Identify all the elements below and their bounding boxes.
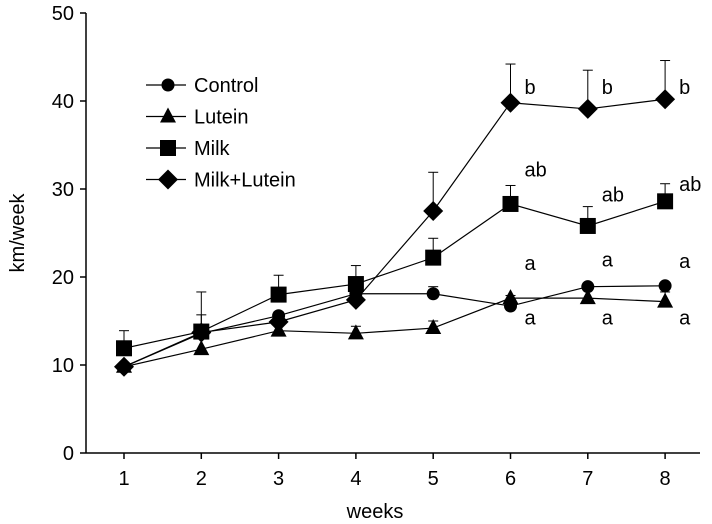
point-milk-1	[116, 340, 132, 357]
legend-marker-lutein	[160, 107, 176, 123]
y-tick-label-10: 10	[52, 355, 74, 377]
x-tick-label-7: 7	[582, 468, 593, 490]
point-milk-lutein-2	[191, 322, 212, 343]
point-milk-lutein-7	[577, 98, 598, 119]
annotation-10: a	[602, 308, 614, 330]
annotations-layer: b b b ab ab ab a a a a a a	[525, 77, 702, 330]
annotation-0: b	[525, 77, 536, 99]
annotation-5: ab	[679, 174, 701, 196]
legend-item-lutein: Lutein	[146, 107, 249, 129]
legend: Control Lutein Milk Milk+Lutein	[146, 75, 296, 192]
annotation-1: b	[602, 77, 613, 99]
annotation-4: ab	[602, 184, 624, 206]
point-control-7	[581, 280, 595, 294]
series-lutein	[116, 289, 674, 373]
x-tick-label-4: 4	[350, 468, 361, 490]
point-milk-lutein-5	[423, 201, 444, 221]
series-line-milk-lutein	[123, 98, 666, 368]
point-lutein-7	[579, 289, 596, 305]
x-tick-label-5: 5	[428, 468, 439, 490]
legend-item-milk-lutein: Milk+Lutein	[146, 169, 296, 192]
series-milk-lutein	[114, 60, 676, 377]
point-milk-8	[657, 193, 674, 210]
x-tick-label-6: 6	[505, 468, 516, 490]
legend-label-control: Control	[194, 75, 258, 97]
point-control-8	[658, 279, 672, 293]
legend-marker-control	[161, 78, 175, 92]
point-milk-lutein-3	[268, 311, 289, 332]
x-tick-label-8: 8	[660, 468, 671, 490]
point-control-5	[426, 287, 440, 301]
point-milk-5	[425, 249, 442, 266]
annotation-3: ab	[525, 160, 547, 182]
point-lutein-2	[193, 340, 210, 356]
legend-label-milk-lutein: Milk+Lutein	[194, 170, 296, 192]
point-milk-lutein-6	[500, 92, 521, 113]
legend-label-milk: Milk	[194, 138, 231, 160]
point-lutein-6	[502, 289, 519, 305]
y-tick-label-30: 30	[52, 179, 74, 201]
point-milk-7	[579, 217, 596, 234]
y-tick-label-20: 20	[52, 267, 74, 289]
x-tick-label-3: 3	[273, 468, 284, 490]
x-axis-label: weeks	[346, 501, 404, 523]
point-milk-3	[270, 286, 287, 303]
series-line-lutein	[123, 297, 666, 368]
point-milk-lutein-1	[114, 356, 134, 377]
point-milk-lutein-8	[655, 89, 676, 110]
point-milk-6	[502, 195, 519, 212]
series-line-milk	[123, 200, 666, 349]
y-axis-label: km/week	[7, 193, 29, 273]
point-milk-lutein-4	[345, 289, 366, 310]
legend-item-milk: Milk	[146, 138, 231, 160]
legend-item-control: Control	[146, 75, 258, 97]
annotation-2: b	[679, 77, 690, 99]
y-tick-label-50: 50	[52, 3, 74, 25]
legend-marker-milk-lutein	[158, 169, 178, 190]
x-tick-label-1: 1	[118, 468, 129, 490]
series-layer	[114, 60, 676, 377]
y-tick-label-0: 0	[63, 443, 74, 465]
annotation-6: a	[525, 253, 537, 275]
point-lutein-5	[425, 319, 442, 335]
point-milk-4	[347, 276, 364, 293]
annotation-9: a	[525, 308, 537, 330]
point-lutein-8	[657, 292, 674, 308]
legend-label-lutein: Lutein	[194, 107, 249, 129]
x-tick-label-2: 2	[196, 468, 207, 490]
annotation-11: a	[679, 308, 691, 330]
point-lutein-4	[347, 324, 364, 340]
annotation-7: a	[602, 249, 614, 271]
y-tick-label-40: 40	[52, 91, 74, 113]
annotation-8: a	[679, 251, 691, 273]
legend-marker-milk	[160, 140, 176, 156]
axis-ticks: 0 10 20 30 40 50 1 2 3 4 5 6 7 8	[52, 3, 671, 490]
